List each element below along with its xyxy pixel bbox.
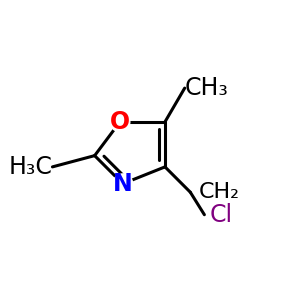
Text: CH₂: CH₂ xyxy=(199,182,240,202)
Text: Cl: Cl xyxy=(210,203,233,227)
Circle shape xyxy=(110,112,130,132)
Circle shape xyxy=(113,174,133,194)
Text: N: N xyxy=(113,172,133,196)
Text: O: O xyxy=(110,110,130,134)
Text: H₃C: H₃C xyxy=(9,155,52,179)
Text: CH₃: CH₃ xyxy=(185,76,229,100)
